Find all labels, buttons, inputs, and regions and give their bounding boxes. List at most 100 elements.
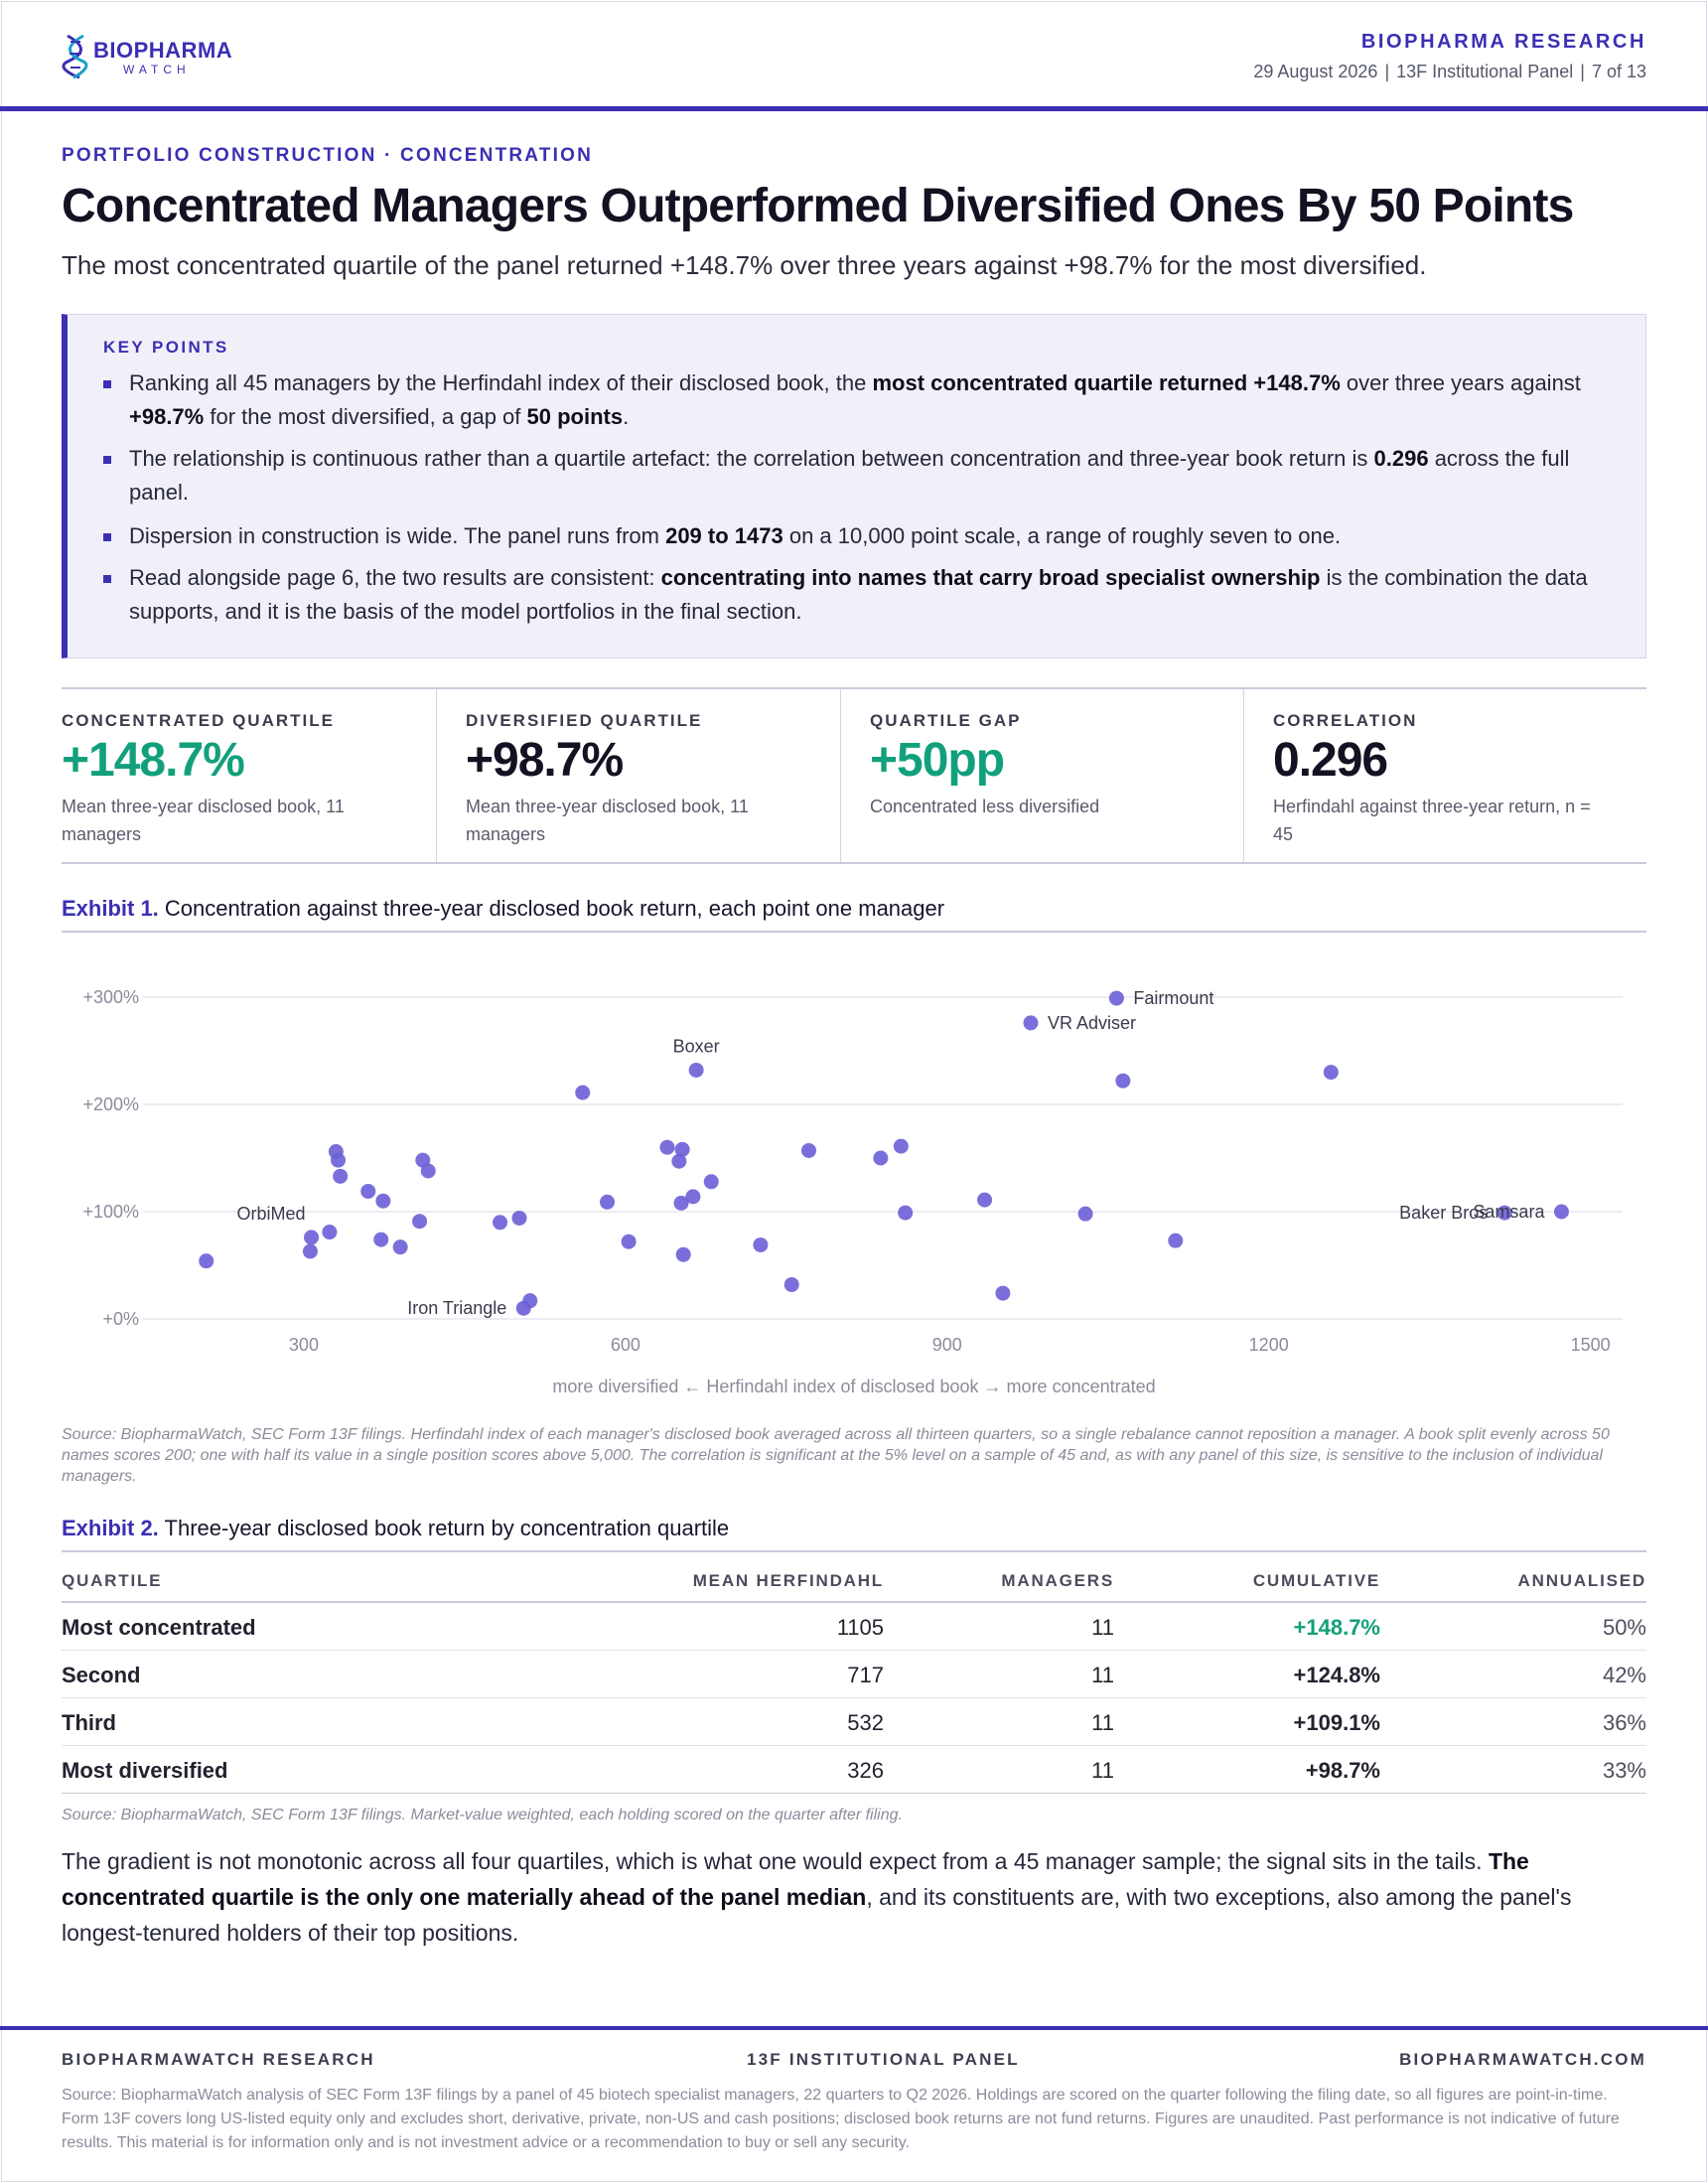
table-row: Third 532 11 +109.1% 36% <box>62 1698 1646 1746</box>
closing-emphasis: The concentrated quartile is the only on… <box>62 1848 1529 1910</box>
data-point <box>688 1062 704 1078</box>
footer-website-link[interactable]: BIOPHARMAWATCH.COM <box>1399 2050 1646 2069</box>
point-label: Boxer <box>673 1036 720 1056</box>
cell-cumulative: +98.7% <box>1305 1758 1380 1783</box>
data-point <box>360 1183 376 1199</box>
data-point <box>873 1150 889 1166</box>
table-row: Most concentrated 1105 11 +148.7% 50% <box>62 1603 1646 1651</box>
data-point <box>1115 1073 1131 1089</box>
cell-quartile: Most diversified <box>62 1758 228 1783</box>
kp-text: Ranking all 45 managers by the Herfindah… <box>129 370 873 395</box>
data-point <box>412 1214 428 1230</box>
data-point <box>302 1243 318 1259</box>
closing-text: , and its constituents are, with two exc… <box>62 1884 1572 1946</box>
cell-herfindahl: 326 <box>847 1758 884 1783</box>
kp-text: Dispersion in construction is wide. The … <box>129 523 666 548</box>
exhibit1-caption: Concentration against three-year disclos… <box>164 896 945 921</box>
header-panel: 13F Institutional Panel <box>1396 62 1574 81</box>
kp-emphasis: 209 to 1473 <box>665 523 783 548</box>
kp-text: over three years against <box>1340 370 1581 395</box>
kp-emphasis: 50 points <box>526 404 624 429</box>
kpi-concentrated: CONCENTRATED QUARTILE +148.7% Mean three… <box>62 689 465 862</box>
data-point <box>331 1152 347 1168</box>
data-point <box>673 1195 689 1211</box>
footer-mid: 13F INSTITUTIONAL PANEL <box>747 2050 1020 2069</box>
data-point <box>304 1230 320 1245</box>
quartile-table: QUARTILE MEAN HERFINDAHL MANAGERS CUMULA… <box>62 1553 1646 1794</box>
data-point <box>1553 1204 1569 1220</box>
kp-text: across the full panel. <box>129 446 1570 505</box>
key-point: The relationship is continuous rather th… <box>103 442 1619 509</box>
exhibit2-title: Exhibit 2. Three-year disclosed book ret… <box>62 1516 729 1541</box>
data-point <box>893 1138 909 1154</box>
data-point <box>493 1215 508 1231</box>
data-point <box>671 1153 687 1169</box>
key-points-box: KEY POINTS Ranking all 45 managers by th… <box>62 314 1646 658</box>
key-points-label: KEY POINTS <box>103 338 229 357</box>
data-point <box>522 1293 538 1309</box>
data-point <box>783 1276 799 1292</box>
x-tick-label: 1200 <box>1249 1335 1289 1355</box>
kpi-diversified: DIVERSIFIED QUARTILE +98.7% Mean three-y… <box>436 689 839 862</box>
cell-quartile: Second <box>62 1663 141 1687</box>
kpi-label: CONCENTRATED QUARTILE <box>62 711 335 730</box>
data-point <box>199 1253 214 1269</box>
table-header: QUARTILE MEAN HERFINDAHL MANAGERS CUMULA… <box>62 1553 1646 1603</box>
data-point <box>977 1192 993 1208</box>
kp-text: on a 10,000 point scale, a range of roug… <box>783 523 1342 548</box>
exhibit1-rule <box>62 931 1646 933</box>
data-point <box>511 1210 527 1226</box>
kp-emphasis: +98.7% <box>129 404 205 429</box>
cell-cumulative: +148.7% <box>1293 1615 1380 1640</box>
brand-logo[interactable]: BIOPHARMA WATCH <box>62 32 250 81</box>
x-axis-label: more diversified ← Herfindahl index of d… <box>552 1377 1155 1396</box>
page-header: BIOPHARMA WATCH BIOPHARMA RESEARCH 29 Au… <box>0 0 1708 111</box>
data-point <box>674 1141 690 1157</box>
data-point <box>322 1225 338 1240</box>
header-meta: 29 August 2026 | 13F Institutional Panel | 7… <box>1253 62 1646 81</box>
kpi-value: +148.7% <box>62 734 245 787</box>
data-point <box>753 1237 769 1252</box>
exhibit1-source: Source: BiopharmaWatch, SEC Form 13F fil… <box>62 1426 1610 1485</box>
data-point <box>1496 1205 1512 1221</box>
table-row: Most diversified 326 11 +98.7% 33% <box>62 1746 1646 1794</box>
cell-cumulative: +124.8% <box>1293 1663 1380 1687</box>
kpi-label: QUARTILE GAP <box>870 711 1022 730</box>
kpi-label: DIVERSIFIED QUARTILE <box>466 711 703 730</box>
x-tick-label: 900 <box>932 1335 962 1355</box>
cell-cumulative: +109.1% <box>1293 1710 1380 1735</box>
cell-herfindahl: 717 <box>847 1663 884 1687</box>
page-title: Concentrated Managers Outperformed Diver… <box>62 180 1574 232</box>
point-label: Iron Triangle <box>407 1298 506 1318</box>
y-tick-label: +0% <box>102 1309 139 1329</box>
closing-paragraph: The gradient is not monotonic across all… <box>62 1843 1646 1951</box>
data-point <box>801 1142 816 1158</box>
col-cumulative: CUMULATIVE <box>1252 1571 1380 1590</box>
key-point: Dispersion in construction is wide. The … <box>103 519 1619 553</box>
closing-text: The gradient is not monotonic across all… <box>62 1848 1489 1874</box>
cell-quartile: Third <box>62 1710 116 1735</box>
exhibit2-source: Source: BiopharmaWatch, SEC Form 13F fil… <box>62 1807 903 1823</box>
cell-annualised: 36% <box>1602 1710 1646 1735</box>
scatter-svg: +0% +100% +200% +300% 300 600 900 1200 1500 more … <box>82 987 1623 1396</box>
data-point <box>621 1234 637 1249</box>
cell-annualised: 50% <box>1602 1615 1646 1640</box>
data-point <box>703 1174 719 1190</box>
data-point <box>333 1168 349 1184</box>
logo-wordmark: BIOPHARMA <box>93 38 233 63</box>
data-point <box>659 1139 675 1155</box>
kp-emphasis: concentrating into names that carry broa… <box>660 565 1321 590</box>
kpi-label: CORRELATION <box>1273 711 1418 730</box>
cell-annualised: 42% <box>1602 1663 1646 1687</box>
exhibit2-caption: Three-year disclosed book return by conc… <box>164 1516 730 1540</box>
x-tick-label: 600 <box>611 1335 640 1355</box>
cell-managers: 11 <box>1091 1710 1114 1735</box>
cell-herfindahl: 532 <box>847 1710 884 1735</box>
kp-text: Read alongside page 6, the two results a… <box>129 565 661 590</box>
cell-managers: 11 <box>1091 1615 1114 1640</box>
data-point <box>375 1193 391 1209</box>
exhibit2-number: Exhibit 2. <box>62 1516 159 1540</box>
data-point <box>1323 1065 1339 1081</box>
col-herfindahl: MEAN HERFINDAHL <box>692 1571 884 1590</box>
